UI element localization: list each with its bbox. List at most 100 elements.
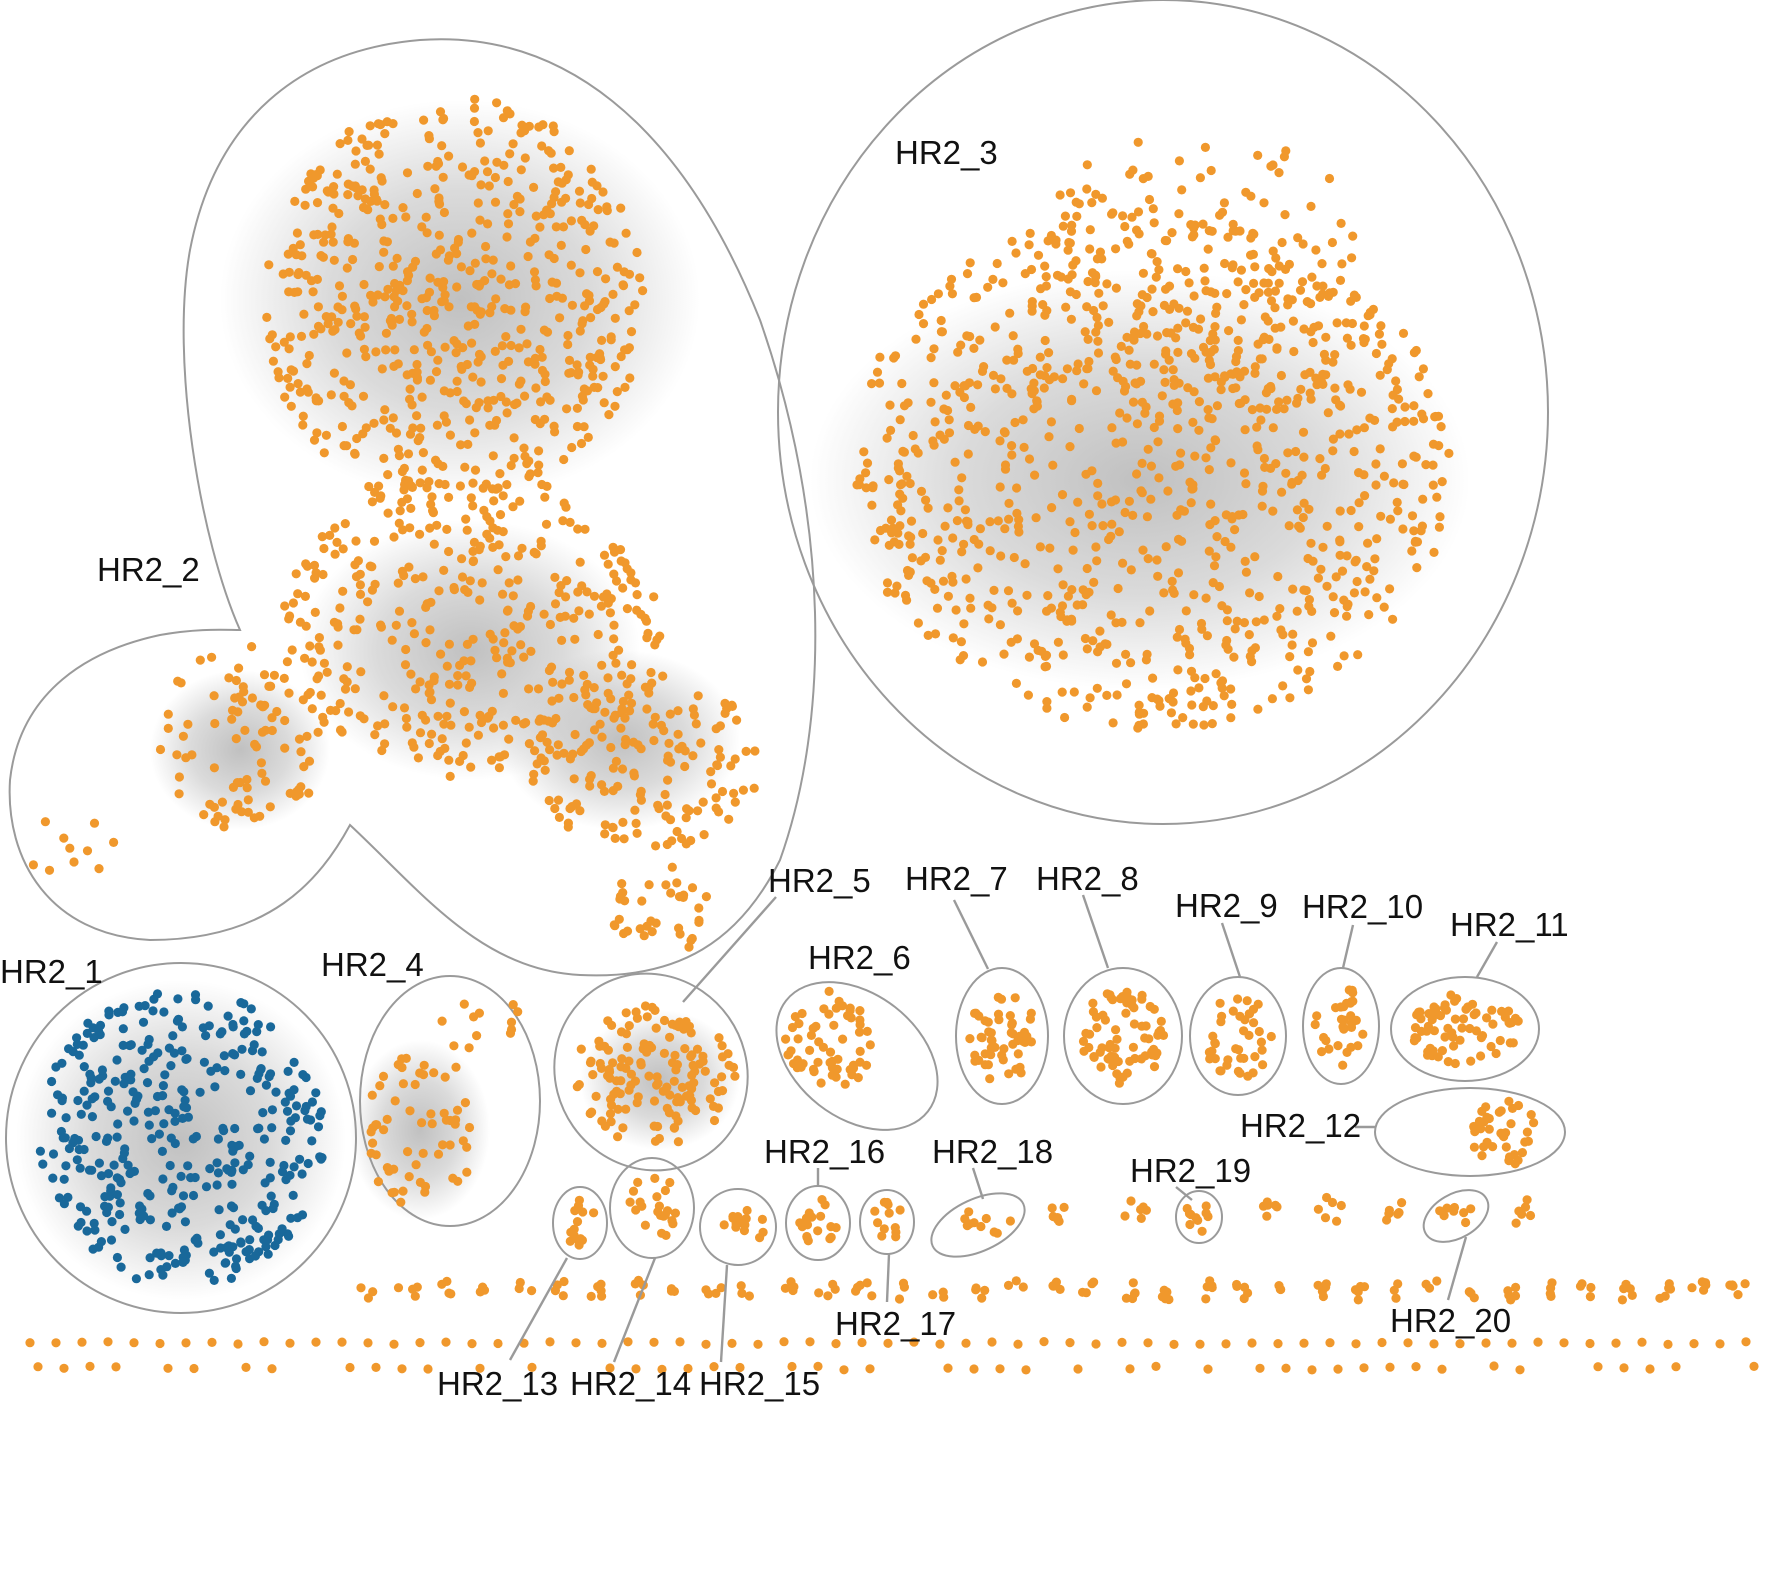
node-singleton — [397, 1364, 407, 1374]
node-hr2-3 — [1107, 423, 1117, 433]
node-hr2-3 — [964, 378, 975, 388]
node-hr2-2 — [470, 428, 480, 438]
node-hr2-3 — [914, 309, 924, 320]
node-hr2-2 — [365, 164, 375, 174]
node-hr2-3 — [1043, 236, 1053, 246]
node-hr2-2 — [502, 408, 512, 418]
node-hr2-2 — [548, 121, 558, 131]
node-hr2-2 — [481, 254, 491, 264]
node-hr2-1 — [152, 989, 163, 999]
node-hr2-2 — [644, 683, 654, 693]
node-hr2-2 — [433, 156, 443, 167]
node-hr2-5 — [689, 1078, 699, 1088]
node-singleton — [657, 1364, 667, 1374]
node-hr2-3 — [1250, 368, 1260, 378]
node-hr2-2 — [580, 220, 590, 230]
node-hr2-2 — [89, 818, 100, 828]
node-hr2-3 — [926, 397, 936, 407]
node-hr2-3 — [1253, 150, 1263, 160]
node-singleton — [1455, 1339, 1465, 1349]
node-hr2-3 — [1284, 259, 1294, 269]
node-hr2-4 — [460, 1098, 470, 1108]
node-hr2-3 — [1149, 359, 1159, 369]
node-hr2-2 — [582, 587, 592, 597]
node-hr2-1 — [282, 1106, 293, 1116]
node-hr2-2 — [533, 468, 543, 478]
node-small-group — [1078, 1287, 1088, 1297]
node-hr2-2 — [392, 253, 402, 263]
node-hr2-11 — [1457, 1023, 1467, 1033]
node-hr2-6 — [831, 1003, 841, 1013]
node-hr2-2 — [410, 574, 420, 584]
node-hr2-2 — [613, 781, 623, 792]
node-hr2-1 — [109, 1160, 119, 1170]
node-hr2-2 — [339, 674, 349, 684]
node-hr2-2 — [259, 670, 270, 680]
leader-line-hr2-17 — [885, 1253, 891, 1303]
node-hr2-3 — [1210, 372, 1220, 382]
node-hr2-3 — [1079, 379, 1089, 389]
node-hr2-3 — [1116, 341, 1126, 351]
node-hr2-1 — [125, 1168, 135, 1179]
node-hr2-9 — [1254, 1026, 1264, 1037]
node-hr2-1 — [271, 1087, 281, 1097]
node-hr2-2 — [294, 734, 305, 744]
node-hr2-3 — [1134, 709, 1144, 719]
node-hr2-3 — [1159, 588, 1169, 598]
node-hr2-1 — [236, 1237, 246, 1247]
node-hr2-3 — [1152, 331, 1163, 341]
node-hr2-1 — [168, 1031, 178, 1041]
node-hr2-1 — [239, 999, 249, 1009]
node-hr2-2 — [183, 719, 193, 729]
node-hr2-4 — [389, 1164, 399, 1174]
node-hr2-17 — [884, 1208, 894, 1218]
node-hr2-2 — [381, 345, 391, 355]
node-hr2-12 — [1477, 1151, 1487, 1161]
node-hr2-1 — [107, 1217, 117, 1227]
node-hr2-2 — [600, 707, 610, 717]
node-hr2-2 — [632, 605, 642, 615]
node-hr2-8 — [1081, 1028, 1091, 1038]
node-hr2-2 — [534, 122, 544, 132]
node-hr2-7 — [965, 1034, 975, 1044]
node-hr2-1 — [291, 1101, 302, 1111]
node-hr2-3 — [905, 539, 915, 549]
node-hr2-2 — [449, 582, 459, 593]
node-hr2-3 — [1012, 483, 1022, 493]
node-hr2-2 — [308, 173, 319, 183]
node-hr2-3 — [1376, 511, 1386, 521]
node-hr2-2 — [291, 569, 301, 579]
node-hr2-3 — [1128, 397, 1139, 407]
node-hr2-3 — [1060, 211, 1070, 221]
node-hr2-2 — [483, 219, 493, 229]
node-hr2-2 — [585, 360, 595, 370]
node-hr2-2 — [425, 523, 435, 533]
node-hr2-2 — [348, 254, 358, 265]
node-hr2-2 — [380, 292, 390, 302]
node-hr2-3 — [1008, 331, 1018, 341]
node-hr2-2 — [333, 619, 343, 629]
node-hr2-3 — [861, 483, 871, 493]
node-hr2-3 — [1315, 454, 1325, 464]
node-hr2-1 — [315, 1111, 325, 1121]
node-hr2-3 — [971, 292, 982, 302]
node-hr2-1 — [47, 1076, 57, 1087]
node-hr2-3 — [1148, 307, 1158, 317]
node-hr2-3 — [1244, 630, 1254, 640]
node-hr2-3 — [1263, 287, 1273, 297]
node-hr2-2 — [542, 481, 552, 491]
node-hr2-2 — [620, 382, 630, 392]
node-hr2-3 — [995, 482, 1005, 492]
node-hr2-1 — [176, 1171, 186, 1181]
node-hr2-3 — [1092, 312, 1102, 323]
node-hr2-11 — [1482, 1013, 1492, 1023]
node-hr2-5 — [724, 1060, 734, 1070]
node-hr2-2 — [487, 484, 497, 494]
node-hr2-1 — [75, 1163, 85, 1173]
leader-line-hr2-20 — [1446, 1236, 1468, 1301]
node-hr2-11 — [1487, 1005, 1497, 1015]
node-hr2-3 — [1360, 587, 1370, 597]
node-hr2-2 — [439, 719, 449, 729]
node-hr2-3 — [1298, 427, 1309, 437]
node-hr2-2 — [665, 757, 676, 767]
